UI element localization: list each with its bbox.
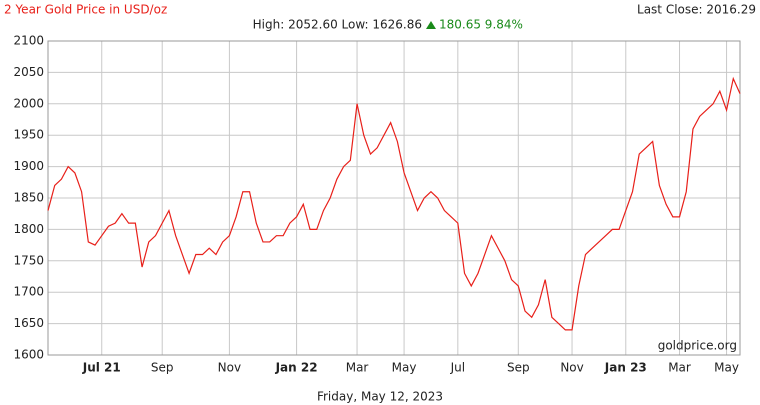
y-tick-label: 1950 [13, 128, 44, 142]
y-tick-label: 2050 [13, 65, 44, 79]
y-tick-label: 1650 [13, 316, 44, 330]
up-arrow [426, 21, 436, 29]
stats: High: 2052.60 Low: 1626.86 [253, 18, 422, 32]
chart-title: 2 Year Gold Price in USD/oz [4, 3, 167, 17]
y-tick-label: 1900 [13, 159, 44, 173]
y-tick-label: 1800 [13, 222, 44, 236]
x-tick-label: Sep [151, 361, 174, 375]
x-tick-label: Jan 23 [604, 361, 647, 375]
y-tick-label: 2000 [13, 96, 44, 110]
change: 180.65 9.84% [439, 18, 523, 32]
x-tick-label: Jul [450, 361, 465, 375]
x-tick-label: May [714, 361, 739, 375]
x-tick-label: Jul 21 [82, 361, 121, 375]
y-tick-label: 1750 [13, 253, 44, 267]
x-tick-label: Jan 22 [275, 361, 318, 375]
x-tick-label: Nov [218, 361, 241, 375]
x-tick-label: Mar [346, 361, 369, 375]
y-tick-label: 2100 [13, 34, 44, 48]
watermark: goldprice.org [658, 339, 737, 353]
y-tick-label: 1600 [13, 348, 44, 362]
price-line [47, 76, 741, 331]
y-tick-label: 1850 [13, 191, 44, 205]
x-tick-label: May [392, 361, 417, 375]
x-tick-label: Sep [507, 361, 530, 375]
x-tick-label: Mar [668, 361, 691, 375]
last-close: Last Close: 2016.29 [637, 3, 756, 17]
date-label: Friday, May 12, 2023 [317, 390, 443, 404]
x-tick-label: Nov [560, 361, 583, 375]
plot-frame [47, 40, 741, 356]
y-tick-label: 1700 [13, 285, 44, 299]
